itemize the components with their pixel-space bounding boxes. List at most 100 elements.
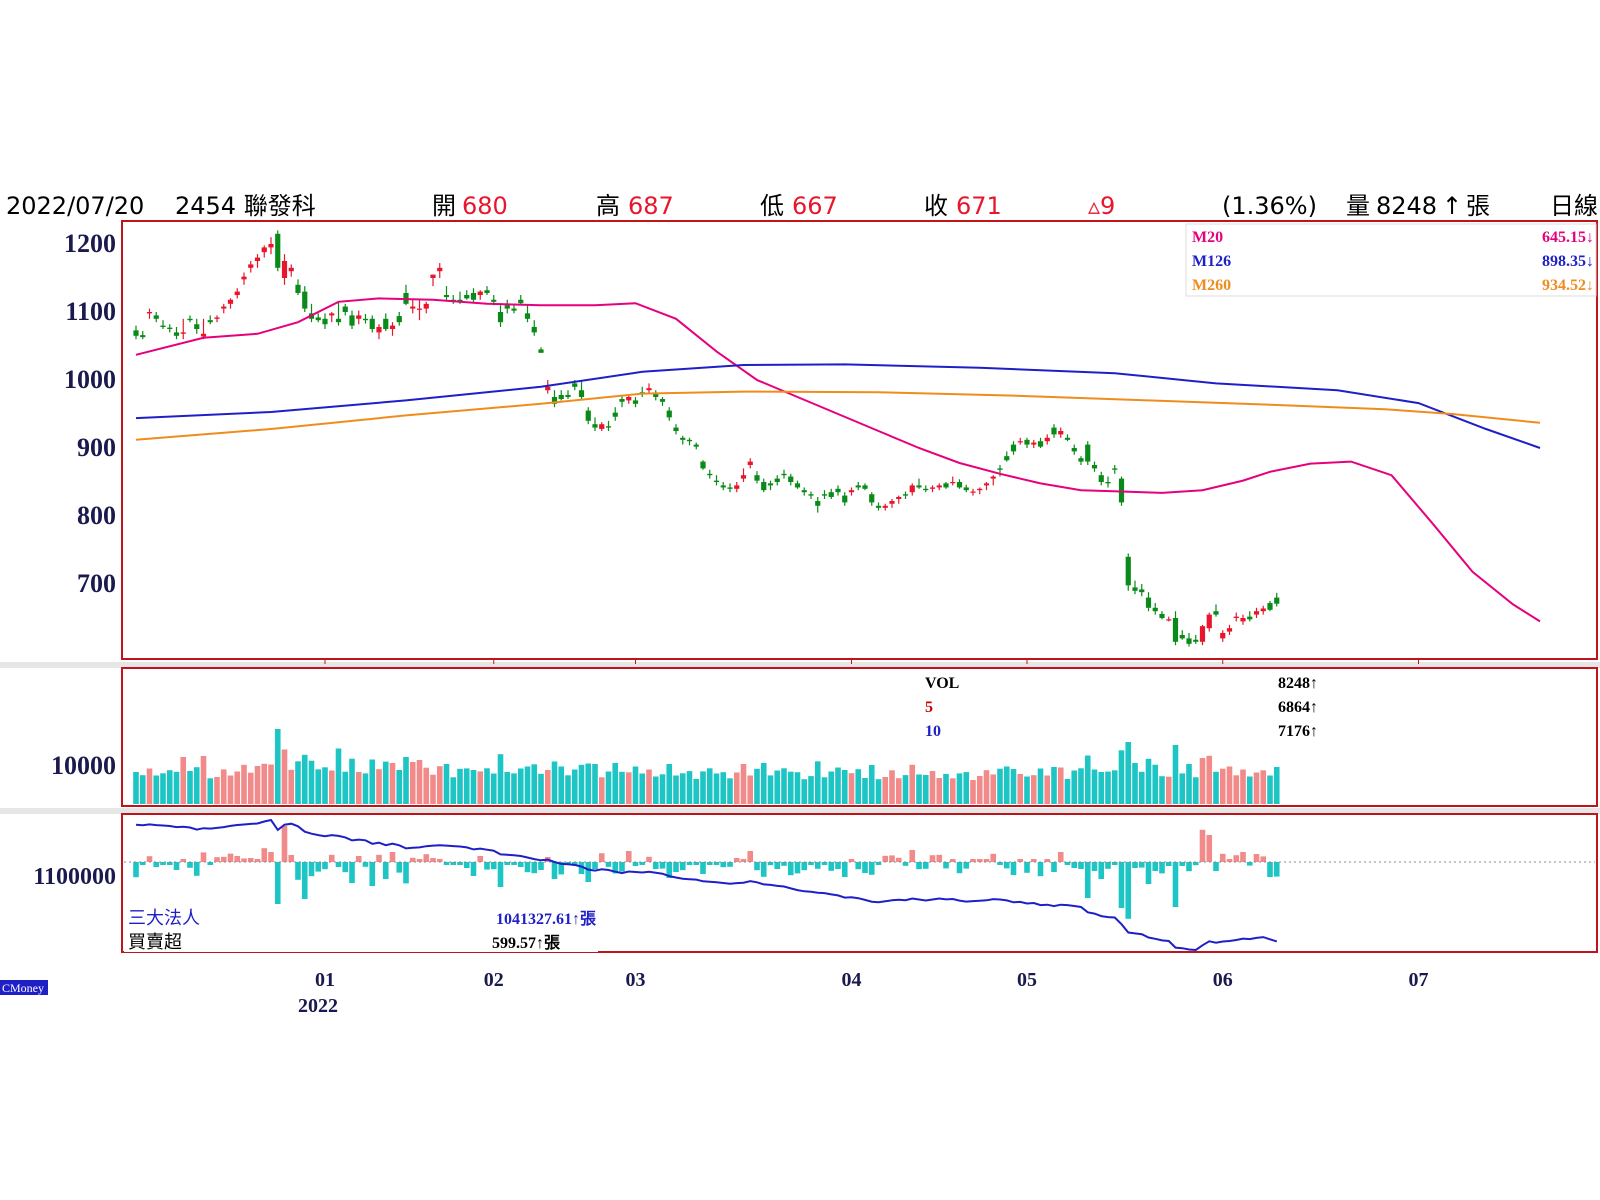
volume-bar bbox=[733, 772, 740, 804]
candle-body bbox=[659, 399, 666, 402]
institutional-bar bbox=[308, 862, 315, 877]
candle-body bbox=[788, 476, 794, 482]
moving-average-lines bbox=[135, 297, 1541, 623]
volume-bar bbox=[909, 764, 916, 804]
candle-body bbox=[470, 292, 477, 300]
month-tick-label: 06 bbox=[1213, 969, 1233, 991]
candle-body bbox=[234, 291, 240, 295]
high-label: 高 bbox=[596, 192, 620, 220]
volume-bar bbox=[1219, 768, 1226, 804]
institutional-bar bbox=[1017, 859, 1024, 862]
month-tick-label: 02 bbox=[484, 969, 504, 991]
institutional-bar bbox=[342, 862, 349, 873]
ma-line-m20 bbox=[135, 297, 1541, 623]
institutional-bar bbox=[1138, 862, 1145, 868]
candle-body bbox=[295, 284, 301, 293]
institutional-bar bbox=[808, 862, 814, 865]
institutional-bar bbox=[646, 856, 652, 862]
candle-body bbox=[545, 386, 551, 391]
ma-line-m126 bbox=[135, 363, 1541, 449]
institutional-bar bbox=[1213, 862, 1219, 871]
volume-bar bbox=[173, 771, 180, 804]
institutional-bar bbox=[133, 862, 139, 878]
volume-bar bbox=[382, 761, 389, 804]
institutional-bar bbox=[1145, 862, 1152, 884]
institutional-bar bbox=[1267, 862, 1273, 877]
candle-body bbox=[1267, 603, 1273, 610]
volume-bar bbox=[220, 769, 227, 804]
institutional-bar bbox=[207, 862, 214, 865]
candle-body bbox=[862, 485, 868, 489]
volume-bar bbox=[227, 775, 234, 804]
institutional-bar bbox=[679, 862, 686, 871]
volume-bar bbox=[180, 757, 187, 804]
candle-body bbox=[1179, 635, 1185, 639]
institutional-tick-label: 1100000 bbox=[33, 864, 116, 890]
institutional-bar bbox=[281, 826, 288, 862]
institutional-bar bbox=[551, 862, 558, 879]
volume-bar bbox=[922, 775, 929, 804]
volume-bar bbox=[740, 764, 747, 804]
volume-bar bbox=[1111, 770, 1118, 804]
volume-bar bbox=[1138, 771, 1145, 804]
institutional-bar bbox=[929, 855, 936, 862]
institutional-bar bbox=[713, 862, 720, 865]
candle-body bbox=[1105, 482, 1111, 484]
institutional-bar bbox=[288, 855, 295, 862]
candle-body bbox=[599, 424, 605, 429]
institutional-bar bbox=[1051, 862, 1057, 872]
institutional-bar bbox=[862, 862, 868, 873]
volume-bar bbox=[700, 771, 706, 804]
volume-bar bbox=[274, 729, 281, 804]
institutional-bar bbox=[1199, 829, 1206, 862]
period-label: 日線 bbox=[1550, 192, 1598, 220]
volume-bar bbox=[754, 768, 760, 804]
candle-body bbox=[720, 485, 726, 488]
candle-body bbox=[801, 490, 807, 493]
institutional-bar bbox=[639, 862, 646, 865]
institutional-bar bbox=[956, 862, 963, 874]
candle-body bbox=[815, 501, 821, 506]
volume-bar bbox=[808, 776, 814, 804]
candle-body bbox=[511, 308, 517, 311]
institutional-bar bbox=[1240, 852, 1246, 862]
candle-body bbox=[558, 394, 564, 400]
volume-bar bbox=[153, 775, 160, 804]
institutional-bar bbox=[1064, 862, 1071, 865]
candle-body bbox=[1010, 444, 1017, 452]
institutional-bar bbox=[855, 862, 862, 870]
volume-bar bbox=[443, 764, 450, 804]
volume-bar bbox=[1233, 775, 1240, 804]
institutional-bar bbox=[841, 862, 848, 877]
candle-body bbox=[929, 487, 936, 489]
candle-body bbox=[1058, 431, 1064, 435]
volume-bar bbox=[625, 772, 632, 804]
volume-bar bbox=[706, 768, 713, 804]
month-tick-label: 03 bbox=[626, 969, 646, 991]
volume-bar bbox=[200, 756, 207, 804]
candle-body bbox=[592, 424, 598, 428]
volume-bar bbox=[565, 775, 571, 804]
institutional-bar bbox=[1192, 862, 1199, 866]
volume-bar bbox=[1253, 772, 1260, 804]
institutional-bar bbox=[1037, 862, 1044, 877]
volume-bar bbox=[875, 779, 882, 804]
institutional-bar bbox=[254, 859, 261, 862]
volume-bar bbox=[322, 767, 328, 804]
candle-body bbox=[1233, 616, 1239, 618]
institutional-bar bbox=[1003, 862, 1010, 869]
ma260-value: 934.52↓ bbox=[1542, 277, 1594, 294]
month-axis: 01 02 03 04 05 06 07 bbox=[315, 659, 1429, 991]
institutional-bar bbox=[423, 854, 430, 862]
volume-bar bbox=[268, 764, 274, 804]
candle-body bbox=[207, 320, 213, 323]
institutional-bar bbox=[436, 859, 443, 862]
candle-body bbox=[848, 490, 855, 493]
vol10-name: 10 bbox=[925, 723, 941, 740]
candle-body bbox=[1044, 437, 1050, 442]
volume-bar bbox=[538, 773, 544, 804]
volume-value: 8248 bbox=[1376, 192, 1437, 220]
institutional-bar bbox=[902, 862, 909, 866]
volume-bar bbox=[666, 764, 673, 804]
institutional-bar bbox=[362, 862, 369, 867]
